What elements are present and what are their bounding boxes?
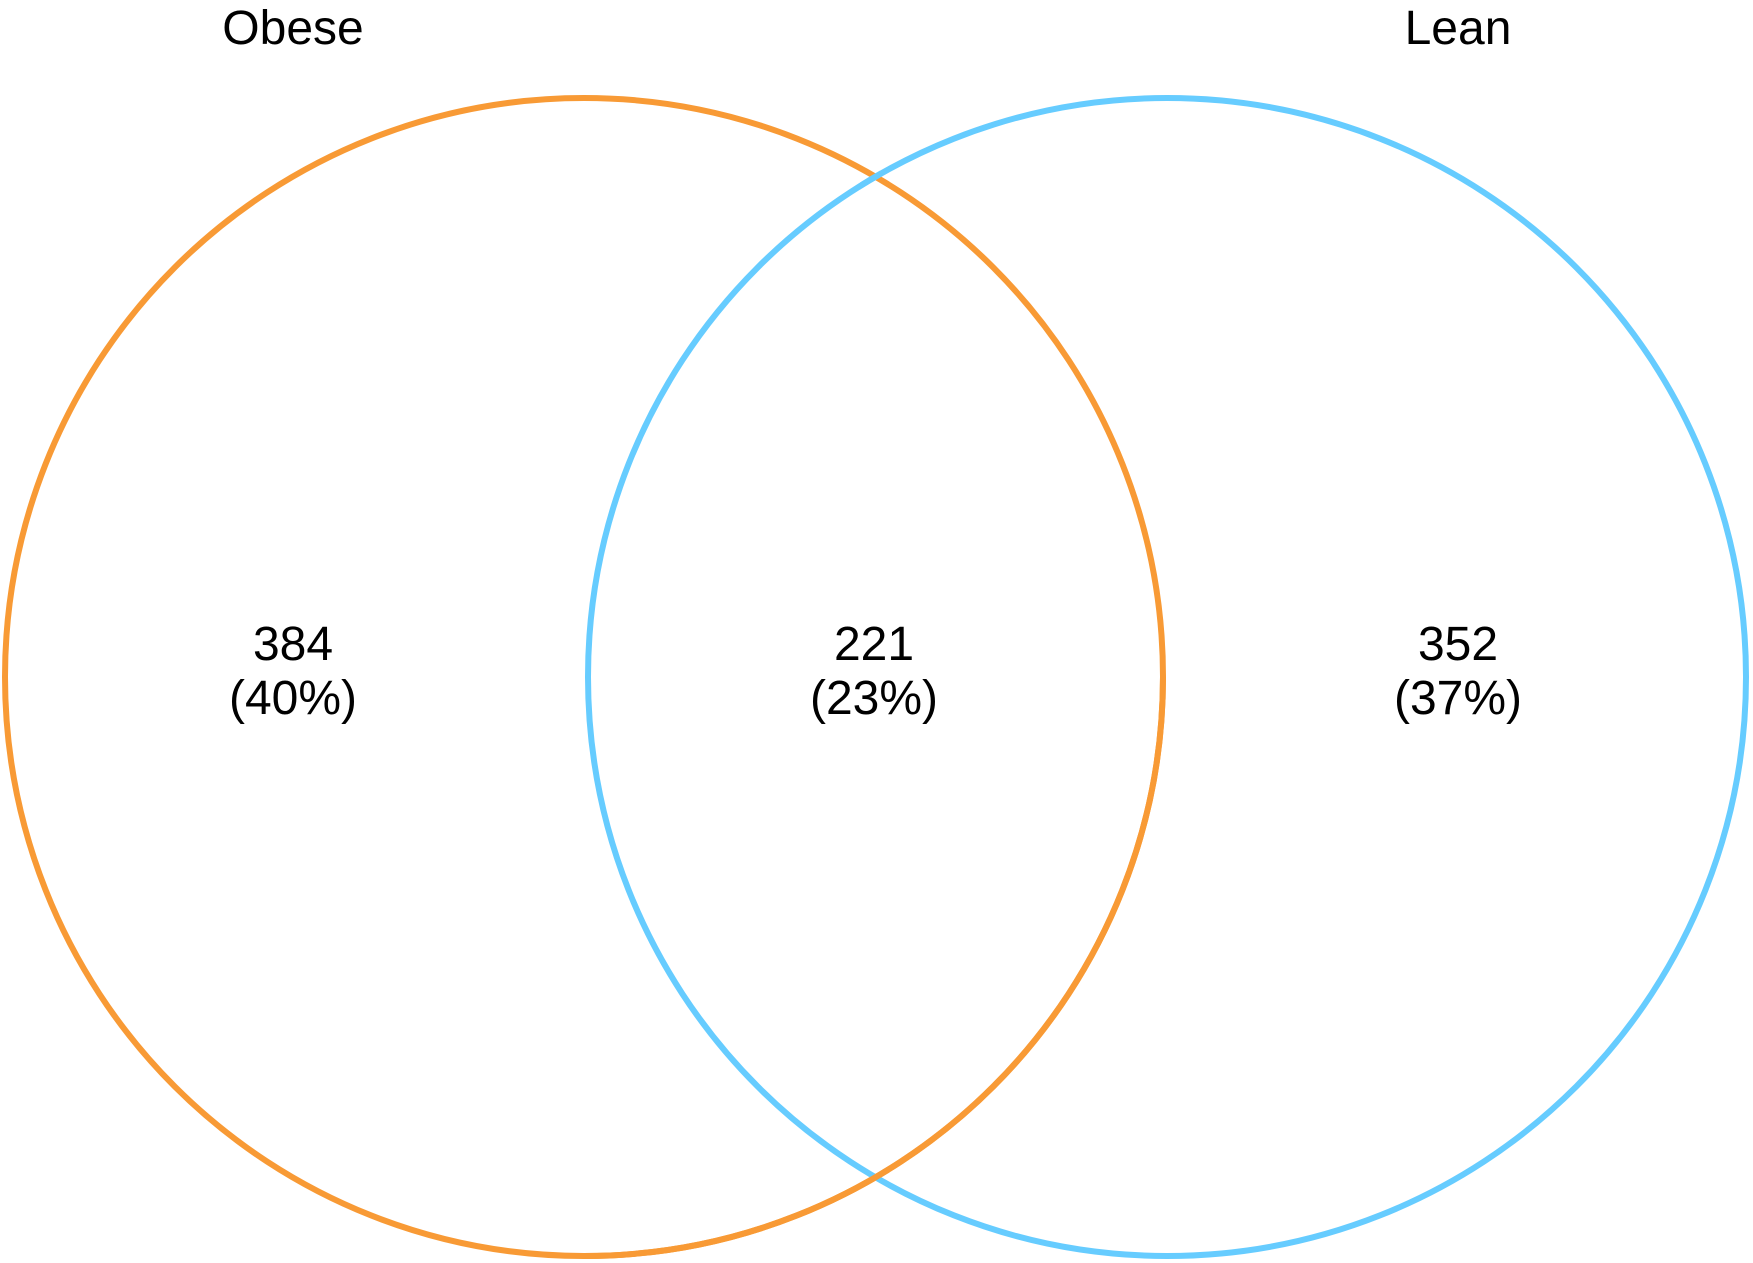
- obese-circle: [2, 95, 1166, 1259]
- lean-only-percent: (37%): [1394, 672, 1522, 725]
- set-label-lean: Lean: [1405, 2, 1512, 55]
- lean-circle-overdraw: [860, 170, 880, 190]
- lean-circle: [585, 95, 1749, 1259]
- obese-circle-overdraw: [584, 677, 1166, 1259]
- overlap-percent: (23%): [810, 672, 938, 725]
- obese-only-count: 384: [253, 618, 333, 671]
- lean-only-count: 352: [1418, 618, 1498, 671]
- overlap-count: 221: [834, 618, 914, 671]
- set-label-obese: Obese: [222, 2, 363, 55]
- obese-only-percent: (40%): [229, 672, 357, 725]
